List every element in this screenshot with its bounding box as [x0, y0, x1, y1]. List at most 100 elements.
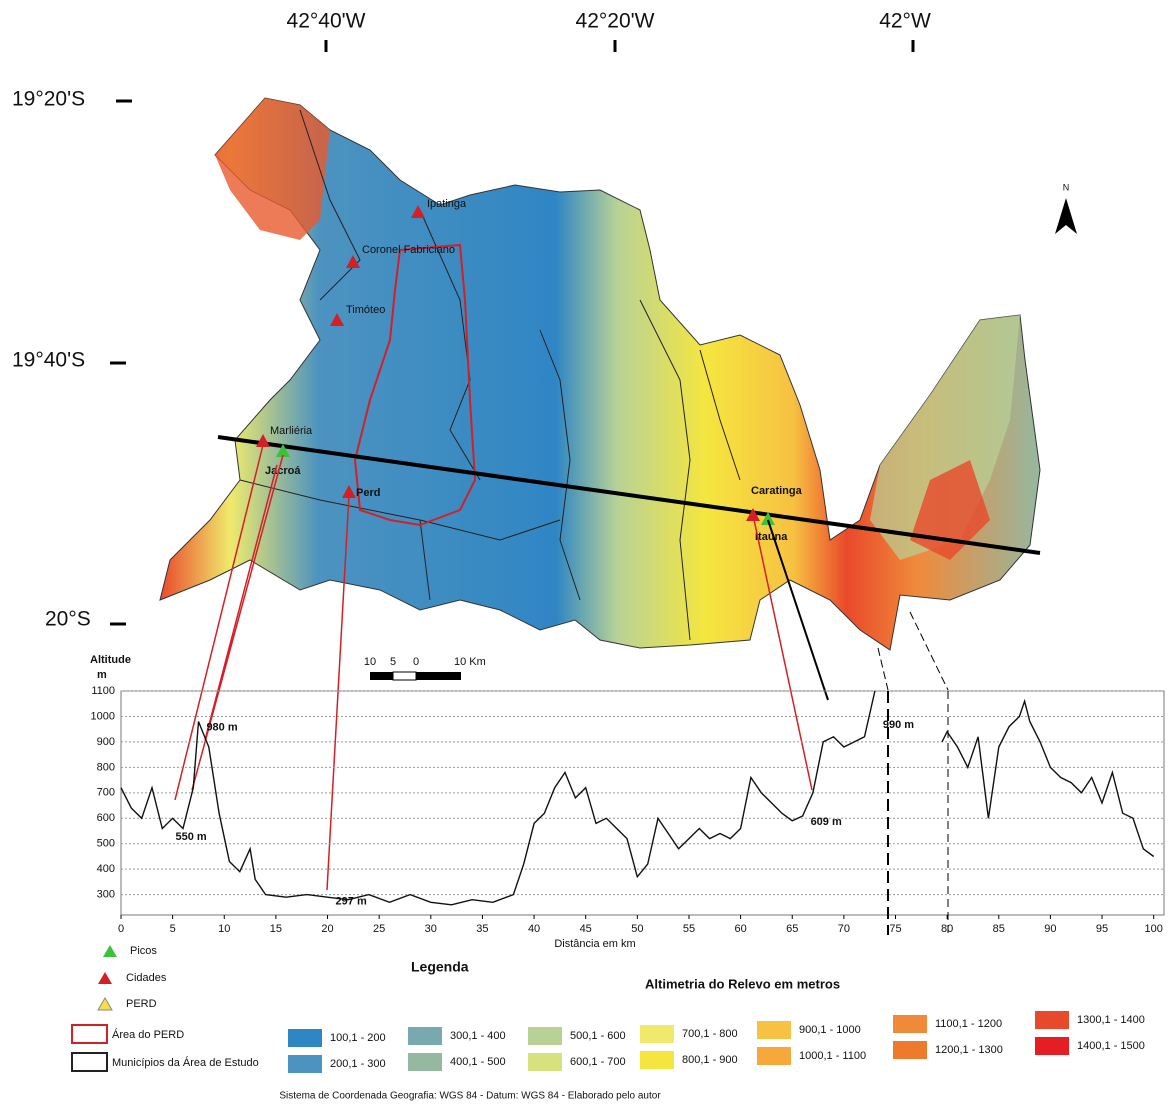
legend-label: Cidades: [126, 972, 167, 984]
lon-label: 42°40'W: [287, 10, 366, 33]
north-label: N: [1063, 182, 1070, 192]
legend-swatch: [757, 1021, 791, 1039]
legend-label: 1000,1 - 1100: [799, 1050, 866, 1062]
place-label: Coronel Fabriciano: [362, 244, 455, 256]
annotation: 297 m: [336, 895, 367, 907]
x-tick-label: 90: [1044, 923, 1056, 935]
relief-legend-title: Altimetria do Relevo em metros: [645, 976, 840, 991]
y-tick-label: 600: [97, 812, 115, 824]
legend-swatch: [640, 1025, 674, 1043]
legend-symbol: [98, 998, 112, 1010]
y-axis-unit: m: [97, 669, 107, 681]
x-tick-label: 35: [476, 923, 488, 935]
place-label: Caratinga: [751, 485, 803, 497]
x-tick-label: 45: [580, 923, 592, 935]
y-tick-label: 1000: [91, 710, 115, 722]
annotation: 550 m: [175, 831, 206, 843]
legend-symbol: [72, 1053, 107, 1071]
x-tick-label: 20: [321, 923, 333, 935]
legend-label: 1400,1 - 1500: [1077, 1040, 1145, 1052]
scale-label: 10 Km: [454, 656, 486, 668]
x-tick-label: 85: [993, 923, 1005, 935]
legend-label: 400,1 - 500: [450, 1056, 506, 1068]
x-tick-label: 70: [838, 923, 850, 935]
lat-label: 19°20'S: [12, 88, 85, 111]
x-tick-label: 100: [1144, 923, 1162, 935]
x-tick-label: 95: [1096, 923, 1108, 935]
legend-swatch: [893, 1015, 927, 1033]
lon-label: 42°20'W: [576, 10, 655, 33]
legend-swatch: [893, 1041, 927, 1059]
legend-swatch: [288, 1055, 322, 1073]
legend-symbol: [103, 945, 117, 957]
legend-label: 500,1 - 600: [570, 1030, 626, 1042]
x-axis-label: Distância em km: [554, 938, 635, 950]
profile-line: [121, 691, 1154, 905]
y-tick-label: 300: [97, 889, 115, 901]
lat-label: 19°40'S: [12, 349, 85, 372]
scale-label: 10: [364, 656, 376, 668]
legend-label: 600,1 - 700: [570, 1056, 626, 1068]
x-tick-label: 50: [631, 923, 643, 935]
legend-label: 1200,1 - 1300: [935, 1044, 1003, 1056]
x-tick-label: 15: [270, 923, 282, 935]
legend: Legenda Picos Cidades PERD Área do PERD …: [72, 945, 1145, 1073]
annotation: 980 m: [206, 721, 237, 733]
y-tick-label: 500: [97, 838, 115, 850]
north-arrow: [1055, 198, 1077, 234]
legend-label: 900,1 - 1000: [799, 1024, 861, 1036]
profile-frame: [121, 691, 1164, 915]
x-tick-label: 40: [528, 923, 540, 935]
legend-label: 700,1 - 800: [682, 1028, 738, 1040]
page: 42°40'W 42°20'W 42°W 19°20'S 19°40'S 20°…: [0, 0, 1168, 1106]
legend-swatch: [288, 1029, 322, 1047]
x-tick-label: 25: [373, 923, 385, 935]
legend-label: Picos: [130, 945, 157, 957]
x-tick-label: 10: [218, 923, 230, 935]
x-tick-label: 75: [889, 923, 901, 935]
place-label: Perd: [356, 487, 380, 499]
legend-label: Área do PERD: [112, 1028, 184, 1041]
relief-map: Ipatinga Coronel Fabriciano Timóteo Marl…: [160, 98, 1077, 890]
scale-label: 5: [390, 656, 396, 668]
y-tick-label: 900: [97, 736, 115, 748]
legend-label: 100,1 - 200: [330, 1032, 386, 1044]
legend-swatch: [1035, 1011, 1069, 1029]
y-tick-label: 700: [97, 787, 115, 799]
place-label: Marliéria: [270, 425, 313, 437]
x-tick-label: 0: [118, 923, 124, 935]
legend-swatch: [528, 1053, 562, 1071]
legend-label: 300,1 - 400: [450, 1030, 506, 1042]
relief-highland: [215, 98, 330, 240]
place-label: Jacroá: [265, 465, 301, 477]
x-tick-label: 60: [734, 923, 746, 935]
legend-label: Municípios da Área de Estudo: [112, 1056, 259, 1069]
scale-bar: [416, 672, 461, 680]
scale-bar: [370, 672, 393, 680]
legend-swatch: [408, 1053, 442, 1071]
x-tick-label: 30: [425, 923, 437, 935]
legend-label: 200,1 - 300: [330, 1058, 386, 1070]
legend-title: Legenda: [411, 959, 469, 975]
legend-swatch: [528, 1027, 562, 1045]
lon-label: 42°W: [879, 10, 931, 33]
place-label: Ipatinga: [427, 198, 467, 210]
x-tick-label: 65: [786, 923, 798, 935]
legend-label: 800,1 - 900: [682, 1054, 738, 1066]
place-label: Timóteo: [346, 304, 385, 316]
y-tick-label: 1100: [91, 685, 115, 697]
legend-symbol: [98, 972, 112, 984]
scale-label: 0: [413, 656, 419, 668]
lat-label: 20°S: [45, 608, 91, 631]
legend-symbol: [72, 1025, 107, 1043]
legend-swatch: [408, 1027, 442, 1045]
x-tick-label: 55: [683, 923, 695, 935]
x-tick-label: 80: [941, 923, 953, 935]
annotation: 990 m: [883, 719, 914, 731]
scale-bar: [393, 672, 416, 680]
legend-label: 1100,1 - 1200: [935, 1018, 1002, 1030]
annotation: 609 m: [811, 816, 842, 828]
legend-label: 1300,1 - 1400: [1077, 1014, 1145, 1026]
legend-swatch: [1035, 1037, 1069, 1055]
